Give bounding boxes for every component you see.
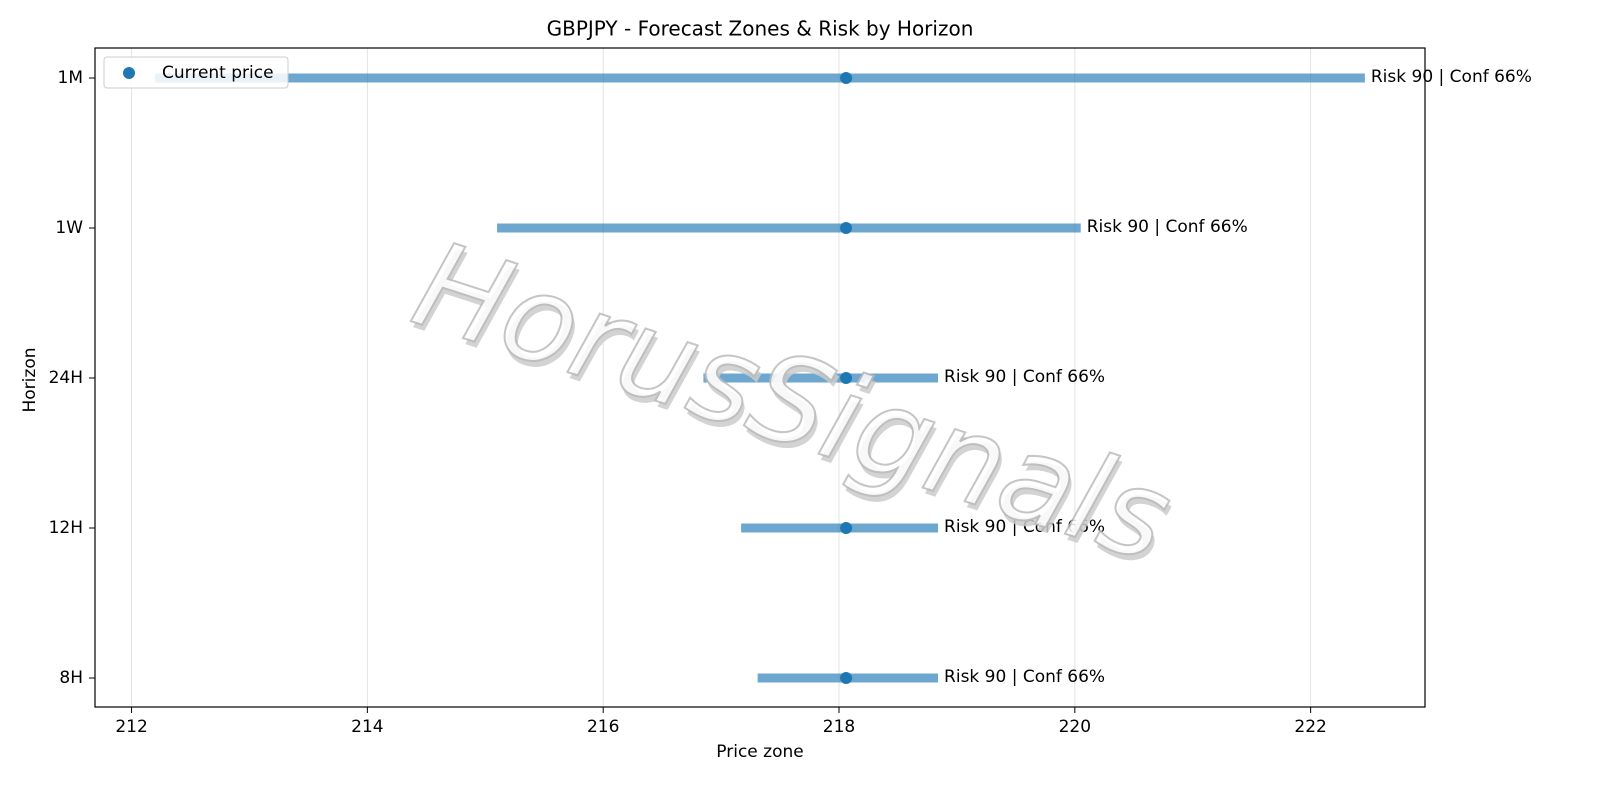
legend-box: [103, 56, 289, 89]
range-bar: [497, 223, 1081, 233]
range-label: Risk 90 | Conf 66%: [1087, 217, 1248, 237]
x-tick-label: 222: [1294, 717, 1326, 737]
grid: 212 214 216 218 220 222 1M 1W 24H 12H 8H: [49, 48, 1327, 737]
range-label: Risk 90 | Conf 66%: [944, 517, 1105, 537]
y-tick-label: 12H: [49, 518, 83, 538]
range-label: Risk 90 | Conf 66%: [944, 667, 1105, 687]
x-tick-label: 218: [823, 717, 855, 737]
y-tick-label: 8H: [59, 668, 83, 688]
x-tick-label: 214: [351, 717, 383, 737]
x-axis-label: Price zone: [716, 742, 803, 762]
current-price: [840, 72, 853, 84]
legend-marker: [123, 67, 135, 79]
legend: Current price: [103, 56, 289, 89]
watermark-group: HorusSignals HorusSignals: [398, 215, 1189, 596]
current-price: [840, 522, 853, 534]
range-label: Risk 90 | Conf 66%: [944, 367, 1105, 387]
range-bar: [741, 523, 939, 533]
current-price: [840, 372, 853, 384]
current-price: [840, 672, 853, 684]
range-bar: [703, 373, 939, 383]
watermark: HorusSignals: [399, 216, 1186, 590]
chart-title: GBPJPY - Forecast Zones & Risk by Horizo…: [547, 17, 974, 41]
x-tick-label: 212: [115, 717, 147, 737]
x-tick-label: 216: [587, 717, 619, 737]
marks: Risk 90 | Conf 66% Risk 90 | Conf 66% Risk…: [155, 67, 1532, 687]
y-tick-label: 1W: [55, 218, 83, 238]
current-price: [840, 222, 853, 234]
range-bar: [155, 73, 1365, 83]
y-tick-label: 24H: [49, 368, 83, 388]
x-tick-label: 220: [1059, 717, 1091, 737]
y-axis-label: Horizon: [20, 348, 40, 413]
plot-frame: [94, 47, 1426, 708]
legend-label: Current price: [162, 63, 274, 83]
range-label: Risk 90 | Conf 66%: [1371, 67, 1532, 87]
y-tick-label: 1M: [58, 68, 83, 88]
